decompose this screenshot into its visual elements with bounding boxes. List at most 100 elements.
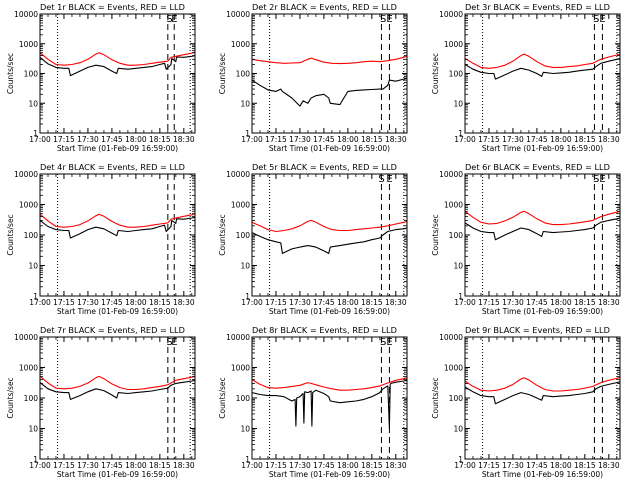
x-tick-label: 17:45 [101, 135, 123, 144]
x-tick-label: 18:30 [173, 461, 195, 470]
x-tick-label: 17:15 [265, 298, 287, 307]
x-tick-label: 18:15 [361, 135, 383, 144]
series-lld-line [251, 219, 408, 233]
x-axis-label: Start Time (01-Feb-09 16:59:00) [269, 307, 390, 316]
y-tick-label: 10 [453, 425, 463, 434]
x-axis-label: Start Time (01-Feb-09 16:59:00) [269, 470, 390, 479]
y-tick-label: 1 [245, 292, 250, 301]
y-axis-label: Counts/sec [431, 53, 440, 94]
y-tick-label: 100 [236, 231, 251, 240]
detector-panel-2: Det 2r BLACK = Events, RED = LLD S E 1 10 100… [218, 2, 408, 153]
x-tick-label: 17:45 [526, 461, 548, 470]
y-tick-label: 100 [449, 394, 464, 403]
x-tick-label: 18:00 [337, 298, 359, 307]
x-tick-label: 18:30 [385, 135, 407, 144]
series-events-line [39, 216, 196, 239]
x-axis-label: Start Time (01-Feb-09 16:59:00) [57, 144, 178, 153]
x-tick-label: 18:00 [125, 135, 147, 144]
y-axis-label: Counts/sec [431, 377, 440, 418]
x-tick-label: 17:00 [29, 461, 51, 470]
y-tick-label: 1000 [19, 201, 38, 210]
x-tick-label: 18:30 [385, 461, 407, 470]
y-tick-label: 100 [449, 70, 464, 79]
panel-title: Det 7r BLACK = Events, RED = LLD [40, 325, 185, 335]
x-tick-label: 18:15 [361, 461, 383, 470]
series-lld-line [251, 377, 408, 391]
y-tick-label: 100 [24, 70, 39, 79]
x-tick-label: 17:00 [454, 135, 476, 144]
x-tick-label: 17:45 [101, 461, 123, 470]
x-tick-label: 17:45 [313, 298, 335, 307]
x-tick-label: 18:15 [149, 461, 171, 470]
y-axis-label: Counts/sec [218, 377, 227, 418]
y-tick-label: 100 [24, 231, 39, 240]
series-lld-line [39, 51, 196, 66]
x-tick-label: 17:15 [478, 461, 500, 470]
series-events-line [251, 77, 408, 107]
x-tick-label: 17:00 [454, 461, 476, 470]
detector-panel-1: Det 1r BLACK = Events, RED = LLD SE 1 10 100… [6, 2, 196, 153]
detector-panel-6: Det 6r BLACK = Events, RED = LLD S E 1 10 100… [431, 162, 621, 316]
y-tick-label: 1 [458, 292, 463, 301]
x-tick-label: 17:00 [454, 298, 476, 307]
y-tick-label: 1000 [19, 40, 38, 49]
series-lld-line [39, 375, 196, 391]
x-tick-label: 18:00 [337, 135, 359, 144]
annotation-s: S [166, 337, 172, 348]
y-tick-label: 10000 [14, 10, 38, 19]
detector-panel-4: Det 4r BLACK = Events, RED = LLD 1 10 100 10… [6, 162, 196, 316]
panel-title: Det 3r BLACK = Events, RED = LLD [465, 2, 610, 12]
x-tick-label: 17:45 [526, 298, 548, 307]
x-tick-label: 17:45 [101, 298, 123, 307]
x-tick-label: 18:00 [550, 135, 572, 144]
x-tick-label: 18:15 [149, 135, 171, 144]
x-tick-label: 17:00 [241, 135, 263, 144]
annotation-s: S [380, 14, 386, 25]
series-events-line [464, 381, 621, 405]
x-tick-label: 17:15 [478, 135, 500, 144]
x-tick-label: 18:30 [173, 298, 195, 307]
y-axis-label: Counts/sec [218, 53, 227, 94]
series-events-line [464, 217, 621, 241]
series-lld-line [464, 376, 621, 392]
x-tick-label: 17:30 [502, 135, 524, 144]
y-tick-label: 10 [28, 262, 38, 271]
y-tick-label: 10 [240, 425, 250, 434]
annotation-s: S [593, 174, 599, 185]
x-tick-label: 17:00 [29, 135, 51, 144]
annotation-s: S [378, 174, 384, 185]
y-tick-label: 10000 [226, 170, 250, 179]
x-tick-label: 17:30 [77, 298, 99, 307]
panel-title: Det 5r BLACK = Events, RED = LLD [252, 162, 397, 172]
y-tick-label: 1000 [444, 40, 463, 49]
y-tick-label: 100 [24, 394, 39, 403]
y-tick-label: 10 [453, 99, 463, 108]
y-tick-label: 10 [240, 262, 250, 271]
y-axis-label: Counts/sec [6, 53, 15, 94]
panel-title: Det 9r BLACK = Events, RED = LLD [465, 325, 610, 335]
x-tick-label: 17:30 [289, 135, 311, 144]
x-tick-label: 18:15 [574, 298, 596, 307]
panel-title: Det 8r BLACK = Events, RED = LLD [252, 325, 397, 335]
annotation-e: E [386, 174, 392, 185]
detector-panel-5: Det 5r BLACK = Events, RED = LLD S E 1 10 100… [218, 162, 408, 316]
x-axis-label: Start Time (01-Feb-09 16:59:00) [269, 144, 390, 153]
y-tick-label: 10000 [226, 10, 250, 19]
x-tick-label: 17:15 [53, 135, 75, 144]
x-tick-label: 17:15 [265, 135, 287, 144]
x-axis-label: Start Time (01-Feb-09 16:59:00) [57, 307, 178, 316]
y-axis-label: Counts/sec [6, 377, 15, 418]
x-axis-label: Start Time (01-Feb-09 16:59:00) [57, 470, 178, 479]
series-events-line [251, 379, 408, 430]
y-tick-label: 1 [458, 129, 463, 138]
series-events-line [39, 55, 196, 77]
y-tick-label: 10000 [439, 10, 463, 19]
x-tick-label: 17:15 [53, 461, 75, 470]
x-tick-label: 17:45 [526, 135, 548, 144]
x-tick-label: 17:30 [77, 135, 99, 144]
x-tick-label: 18:00 [125, 461, 147, 470]
series-lld-line [39, 213, 196, 228]
panel-title: Det 2r BLACK = Events, RED = LLD [252, 2, 397, 12]
y-tick-label: 10000 [14, 170, 38, 179]
x-tick-label: 18:00 [550, 298, 572, 307]
